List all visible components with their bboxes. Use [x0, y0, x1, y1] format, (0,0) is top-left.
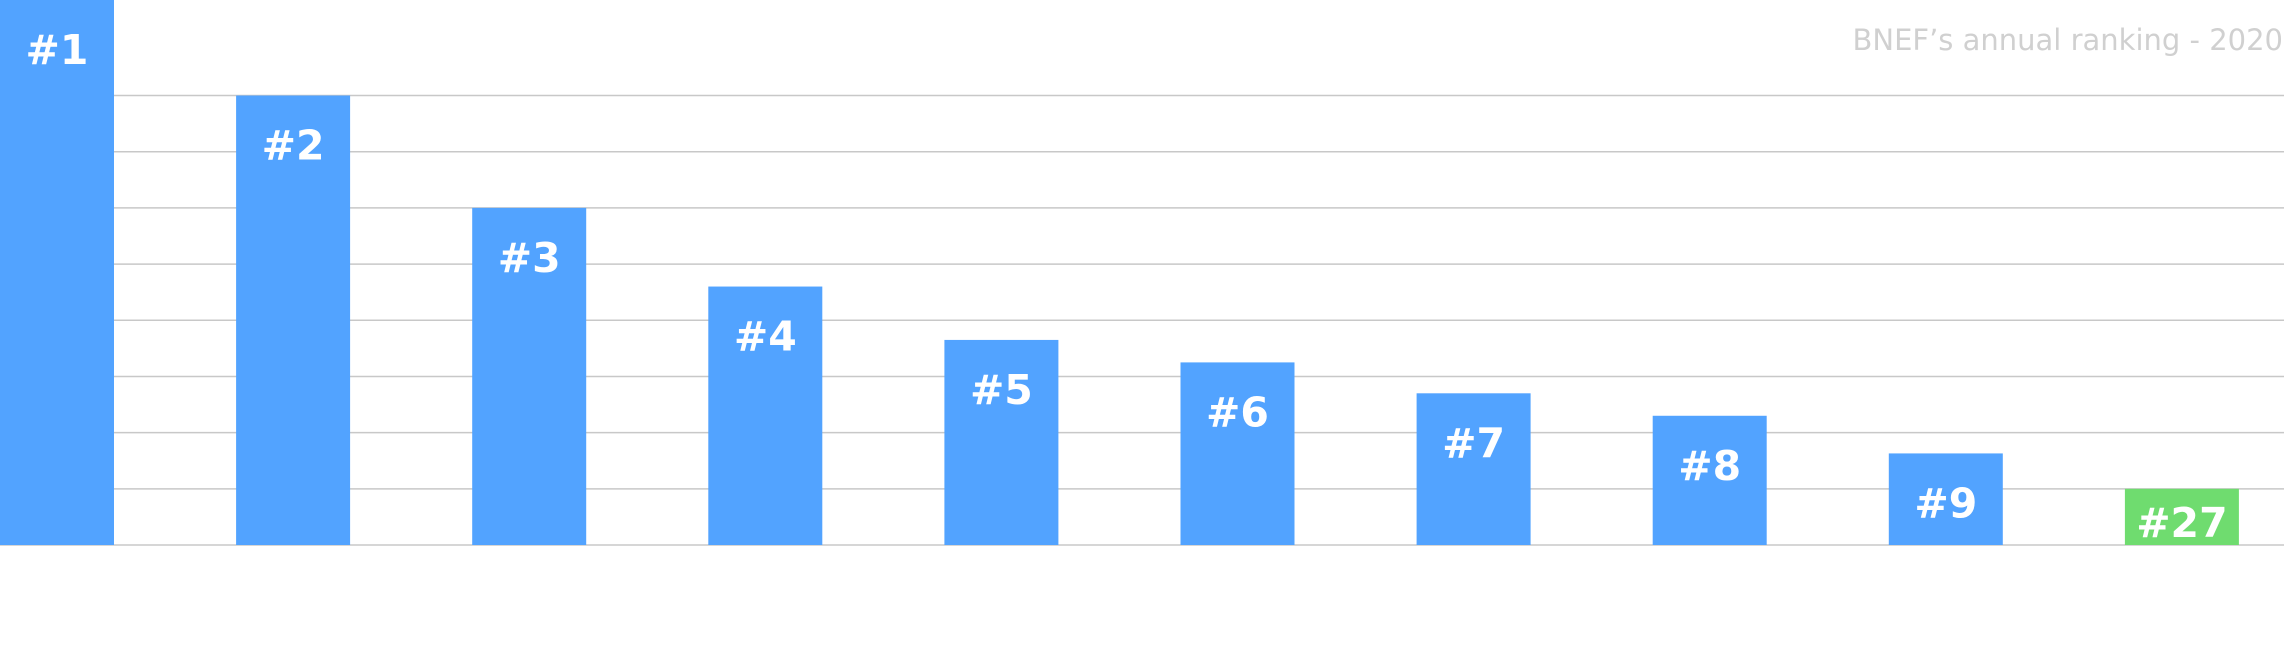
bar-rank-6	[1180, 362, 1295, 545]
bar-rank-1	[0, 0, 114, 545]
bar-label-rank-2: #2	[262, 122, 325, 170]
bar-label-rank-8: #8	[1678, 442, 1741, 490]
bar-label-rank-7: #7	[1442, 419, 1505, 467]
bar-rank-7	[1416, 393, 1531, 545]
bar-rank-27	[2124, 488, 2239, 545]
bar-labels: #1 #2 #3 #4 #5 #6 #7 #8 #9 #27	[26, 26, 2228, 547]
bar-rank-3	[472, 207, 587, 545]
bar-label-rank-9: #9	[1914, 479, 1977, 527]
bar-rank-5	[944, 339, 1059, 545]
bar-rank-4	[708, 286, 823, 545]
bar-label-rank-3: #3	[498, 234, 561, 282]
bar-label-rank-1: #1	[26, 26, 89, 74]
gridlines	[0, 94, 2284, 546]
bars	[0, 0, 2239, 545]
bar-label-rank-27: #27	[2136, 499, 2227, 547]
chart-title: BNEF’s annual ranking - 2020	[1852, 23, 2283, 57]
bar-rank-9	[1888, 453, 2003, 545]
bar-label-rank-4: #4	[734, 313, 797, 361]
bar-rank-8	[1652, 415, 1767, 545]
bar-label-rank-6: #6	[1206, 388, 1269, 436]
bar-label-rank-5: #5	[970, 366, 1033, 414]
bar-rank-2	[236, 95, 351, 545]
